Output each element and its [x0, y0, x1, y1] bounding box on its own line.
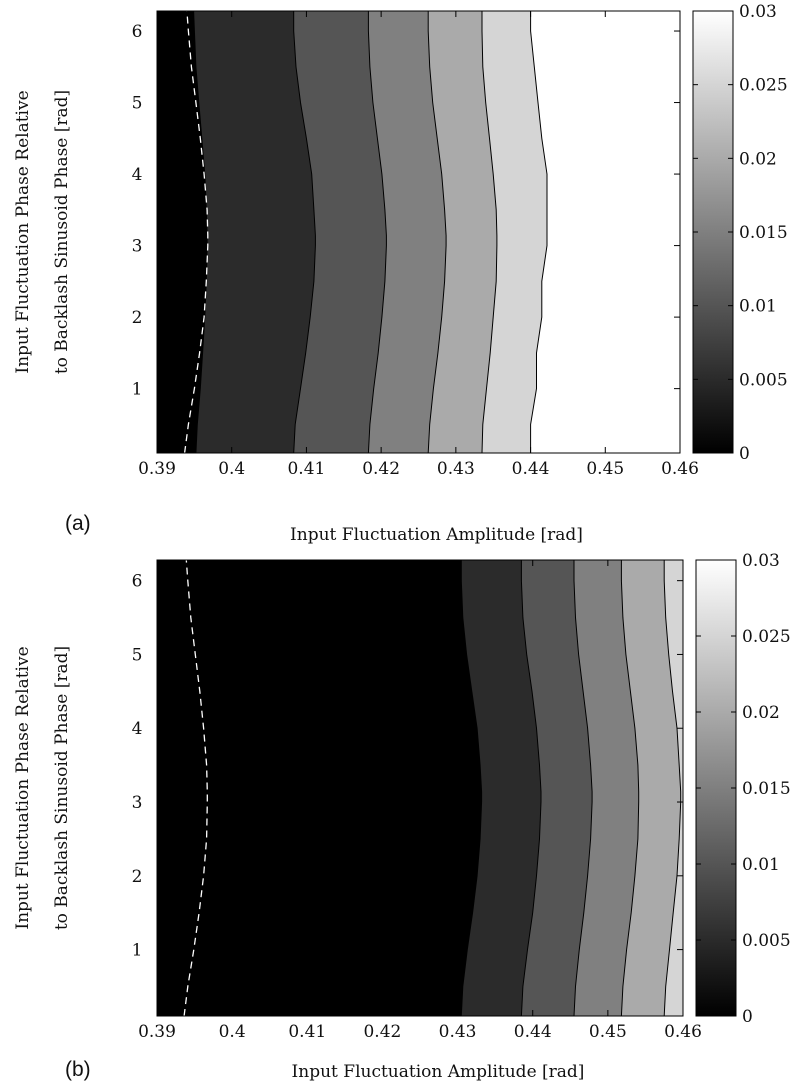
- x-tick-label: 0.39: [138, 459, 176, 479]
- y-tick-label: 6: [132, 572, 143, 592]
- y-tick-label: 6: [132, 22, 143, 42]
- x-tick-label: 0.45: [589, 1022, 627, 1042]
- y-axis-label-line-2: to Backlash Sinusoid Phase [rad]: [52, 646, 72, 930]
- contour-band-6: [530, 11, 680, 453]
- y-tick-label: 1: [132, 941, 143, 961]
- colorbar-tick-label: 0.03: [742, 551, 780, 571]
- contour-line-1: [460, 560, 483, 1016]
- contour-line-5: [481, 11, 498, 453]
- x-tick-label: 0.46: [661, 459, 699, 479]
- contour-line-2: [293, 11, 316, 453]
- colorbar-tick-label: 0.01: [742, 855, 780, 875]
- contour-line-5: [663, 560, 682, 1016]
- y-tick-label: 3: [132, 793, 143, 813]
- colorbar: [692, 10, 734, 454]
- colorbar-tick-label: 0.015: [742, 779, 791, 799]
- y-axis-label-line-1: Input Fluctuation Phase Relative: [13, 90, 33, 373]
- plot-frame: [156, 559, 684, 1017]
- y-tick-label: 5: [132, 645, 143, 665]
- plot-frame: [156, 10, 681, 454]
- y-tick-label: 4: [132, 719, 143, 739]
- x-tick-label: 0.43: [437, 459, 475, 479]
- y-tick-label: 2: [132, 867, 143, 887]
- x-tick-label: 0.43: [439, 1022, 477, 1042]
- colorbar-tick-label: 0.03: [739, 2, 777, 22]
- y-tick-label: 3: [132, 237, 143, 257]
- contour-band-4: [621, 560, 683, 1016]
- x-tick-label: 0.41: [288, 1022, 326, 1042]
- colorbar-tick-label: 0.005: [739, 370, 788, 390]
- x-tick-label: 0.4: [219, 1022, 246, 1042]
- contour-line-6: [530, 11, 548, 453]
- colorbar-tick-label: 0.025: [739, 76, 788, 96]
- colorbar-tick-label: 0.02: [739, 149, 777, 169]
- band-group: [183, 560, 683, 1016]
- x-tick-label: 0.42: [362, 459, 400, 479]
- x-tick-label: 0.45: [586, 459, 624, 479]
- x-tick-label: 0.46: [664, 1022, 702, 1042]
- colorbar-tick-label: 0.02: [742, 703, 780, 723]
- contour-panel-1: 0.39 0.4 0.41 0.42 0.43 0.44 0.45 0.46 1 2 3 4 5 6 Inp…: [13, 2, 788, 545]
- x-tick-label: 0.42: [363, 1022, 401, 1042]
- contour-panel-2: 0.39 0.4 0.41 0.42 0.43 0.44 0.45 0.46 1 2 3 4 5 6 Inp…: [13, 551, 791, 1082]
- contour-line-3: [573, 560, 593, 1016]
- panel-label: (a): [65, 512, 91, 535]
- colorbar-tick-label: 0: [739, 444, 750, 464]
- y-tick-label: 5: [132, 94, 143, 114]
- x-tick-label: 0.44: [512, 459, 550, 479]
- contour-band-5: [664, 560, 683, 1016]
- contour-line-2: [520, 560, 542, 1016]
- colorbar: [695, 559, 737, 1017]
- contour-line-4: [620, 560, 640, 1016]
- x-tick-label: 0.44: [514, 1022, 552, 1042]
- y-tick-label: 1: [132, 380, 143, 400]
- x-tick-label: 0.39: [138, 1022, 176, 1042]
- colorbar-tick-label: 0.025: [742, 627, 791, 647]
- contour-line-4: [427, 11, 447, 453]
- y-axis-label-line-1: Input Fluctuation Phase Relative: [13, 646, 33, 929]
- x-axis-label: Input Fluctuation Amplitude [rad]: [292, 1062, 585, 1082]
- contour-line-1: [193, 11, 208, 453]
- y-axis-label-line-2: to Backlash Sinusoid Phase [rad]: [52, 90, 72, 374]
- colorbar-tick-label: 0.01: [739, 297, 777, 317]
- x-tick-label: 0.4: [218, 459, 245, 479]
- dashed-curve: [183, 11, 209, 453]
- dashed-curve: [183, 560, 208, 1016]
- panel-label: (b): [65, 1058, 91, 1081]
- y-tick-label: 4: [132, 165, 143, 185]
- x-tick-label: 0.41: [287, 459, 325, 479]
- colorbar-tick-label: 0: [742, 1007, 753, 1027]
- y-tick-label: 2: [132, 308, 143, 328]
- colorbar-tick-label: 0.015: [739, 223, 788, 243]
- contour-line-3: [367, 11, 387, 453]
- x-axis-label: Input Fluctuation Amplitude [rad]: [290, 525, 583, 545]
- colorbar-tick-label: 0.005: [742, 931, 791, 951]
- band-group: [183, 11, 680, 453]
